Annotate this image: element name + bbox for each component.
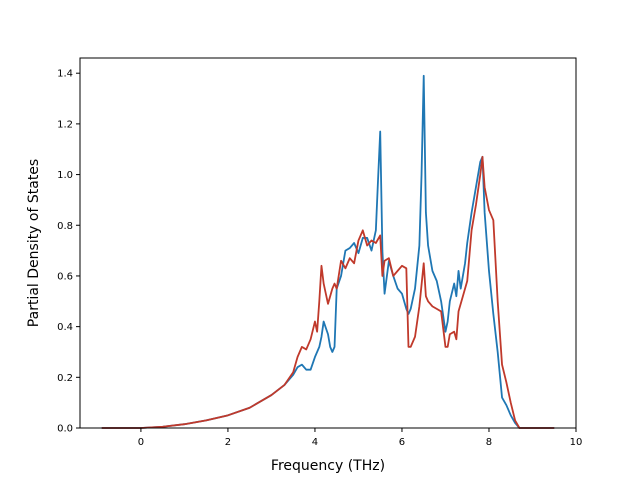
y-axis-ticks: 0.0 0.2 0.4 0.6 0.8 1.0 1.2 1.4 [57, 69, 80, 435]
x-tick-label: 2 [225, 437, 231, 448]
x-axis-title: Frequency (THz) [271, 458, 385, 474]
x-tick-label: 6 [399, 437, 405, 448]
y-tick-label: 0.4 [57, 322, 73, 333]
plot-frame [79, 57, 577, 429]
y-tick-label: 1.0 [57, 170, 73, 181]
y-tick-label: 1.2 [57, 119, 73, 130]
x-axis-ticks: 0 2 4 6 8 10 [138, 428, 583, 448]
x-tick-label: 4 [312, 437, 318, 448]
y-tick-label: 0.0 [57, 424, 73, 435]
y-tick-label: 0.2 [57, 373, 73, 384]
y-tick-label: 0.8 [57, 221, 73, 232]
x-tick-label: 0 [138, 437, 144, 448]
y-tick-label: 1.4 [57, 69, 73, 80]
plot-lines [101, 74, 555, 429]
y-axis-title: Partial Density of States [26, 159, 42, 327]
pdos-series-line-2 [101, 155, 555, 429]
pdos-series-line-1 [101, 74, 555, 429]
y-tick-label: 0.6 [57, 271, 73, 282]
x-tick-label: 8 [486, 437, 492, 448]
x-tick-label: 10 [570, 437, 583, 448]
